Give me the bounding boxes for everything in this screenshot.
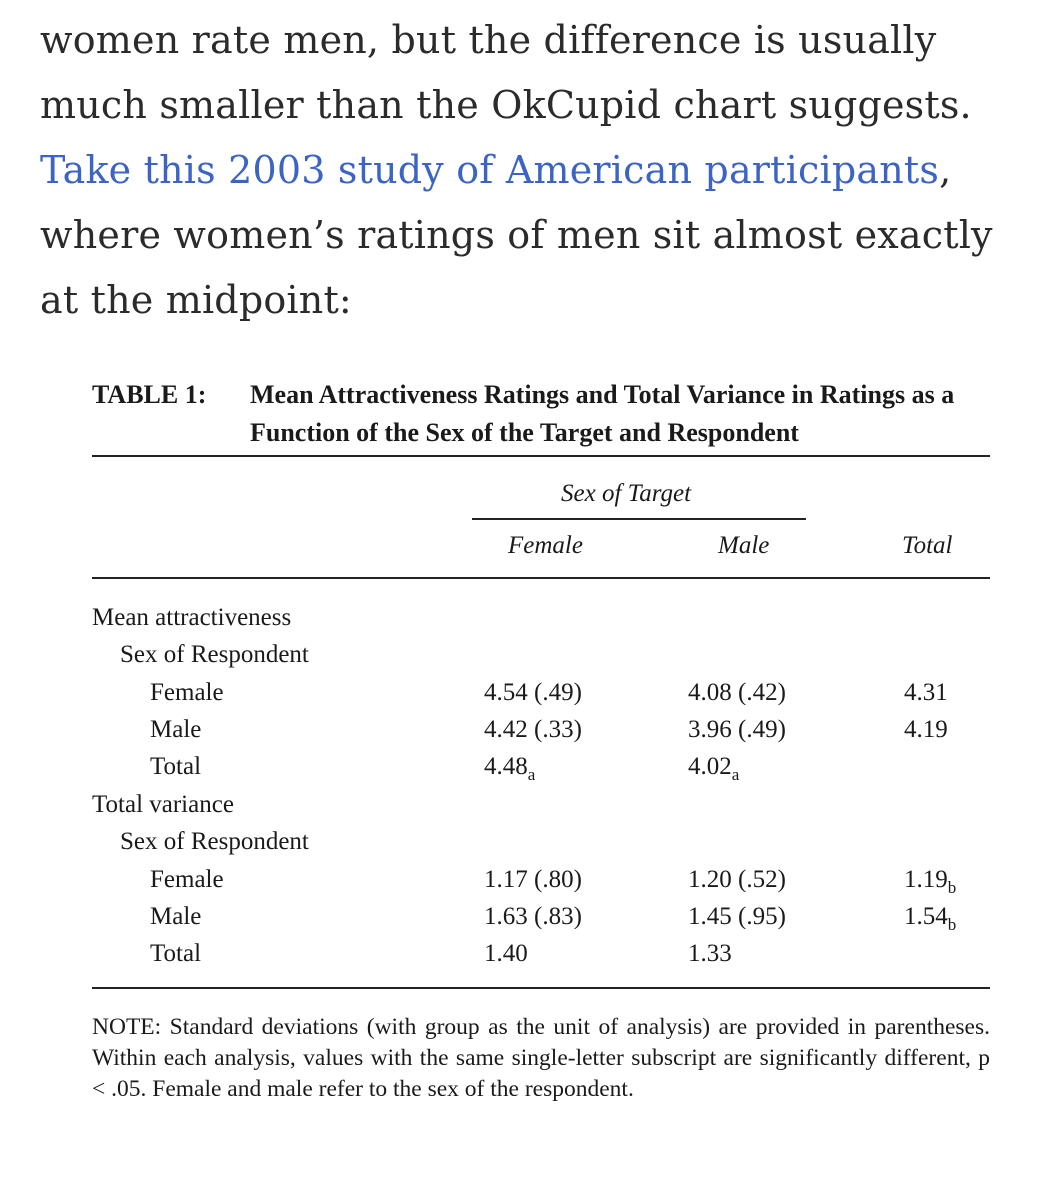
table-caption: TABLE 1: Mean Attractiveness Ratings and…: [92, 376, 990, 452]
section-label-mean: Mean attractiveness: [92, 604, 292, 631]
table-figure: TABLE 1: Mean Attractiveness Ratings and…: [92, 376, 990, 1102]
cell-female: 1.40: [484, 940, 528, 967]
col-header-total: Total: [902, 532, 953, 559]
table-label: TABLE 1:: [92, 380, 207, 409]
subscript: b: [947, 878, 957, 897]
row-label: Female: [150, 866, 224, 893]
cell-male: 3.96 (.49): [688, 716, 786, 743]
cell-female: 1.17 (.80): [484, 866, 582, 893]
row-label: Male: [150, 716, 202, 743]
cell-total: 4.19: [904, 716, 948, 743]
cell-male: 4.08 (.42): [688, 679, 786, 706]
table-title: Mean Attractiveness Ratings and Total Va…: [250, 380, 955, 447]
header-rule: [92, 577, 990, 579]
subscript: a: [527, 765, 536, 784]
cell-total: 1.19b: [904, 866, 957, 897]
article-text-before: women rate men, but the difference is us…: [40, 18, 972, 127]
cell-male: 1.45 (.95): [688, 903, 786, 930]
cell-female: 4.42 (.33): [484, 716, 582, 743]
table-note: NOTE: Standard deviations (with group as…: [92, 1014, 990, 1102]
top-rule: [92, 455, 990, 457]
article-paragraph: women rate men, but the difference is us…: [40, 8, 1030, 333]
cell-total: 4.31: [904, 679, 948, 706]
row-label: Total: [150, 940, 202, 967]
cell-total: 1.54b: [904, 903, 957, 934]
subscript: b: [947, 915, 957, 934]
subscript: a: [731, 765, 740, 784]
row-label: Male: [150, 903, 202, 930]
cell-male: 4.02a: [688, 753, 740, 784]
bottom-rule: [92, 987, 990, 989]
study-link[interactable]: Take this 2003 study of American partici…: [40, 148, 940, 192]
spanner-header: Sex of Target: [561, 480, 692, 507]
cell-female: 4.54 (.49): [484, 679, 582, 706]
spanner-rule: [472, 518, 806, 520]
cell-male: 1.20 (.52): [688, 866, 786, 893]
row-label: Female: [150, 679, 224, 706]
section-label-variance: Total variance: [92, 791, 234, 818]
article-text-after: , where women’s ratings of men sit almos…: [40, 148, 993, 322]
subsection-label-mean: Sex of Respondent: [120, 641, 309, 668]
subsection-label-variance: Sex of Respondent: [120, 828, 309, 855]
cell-female: 1.63 (.83): [484, 903, 582, 930]
col-header-female: Female: [508, 532, 583, 559]
row-label: Total: [150, 753, 202, 780]
cell-female: 4.48a: [484, 753, 536, 784]
cell-male: 1.33: [688, 940, 732, 967]
col-header-male: Male: [718, 532, 770, 559]
